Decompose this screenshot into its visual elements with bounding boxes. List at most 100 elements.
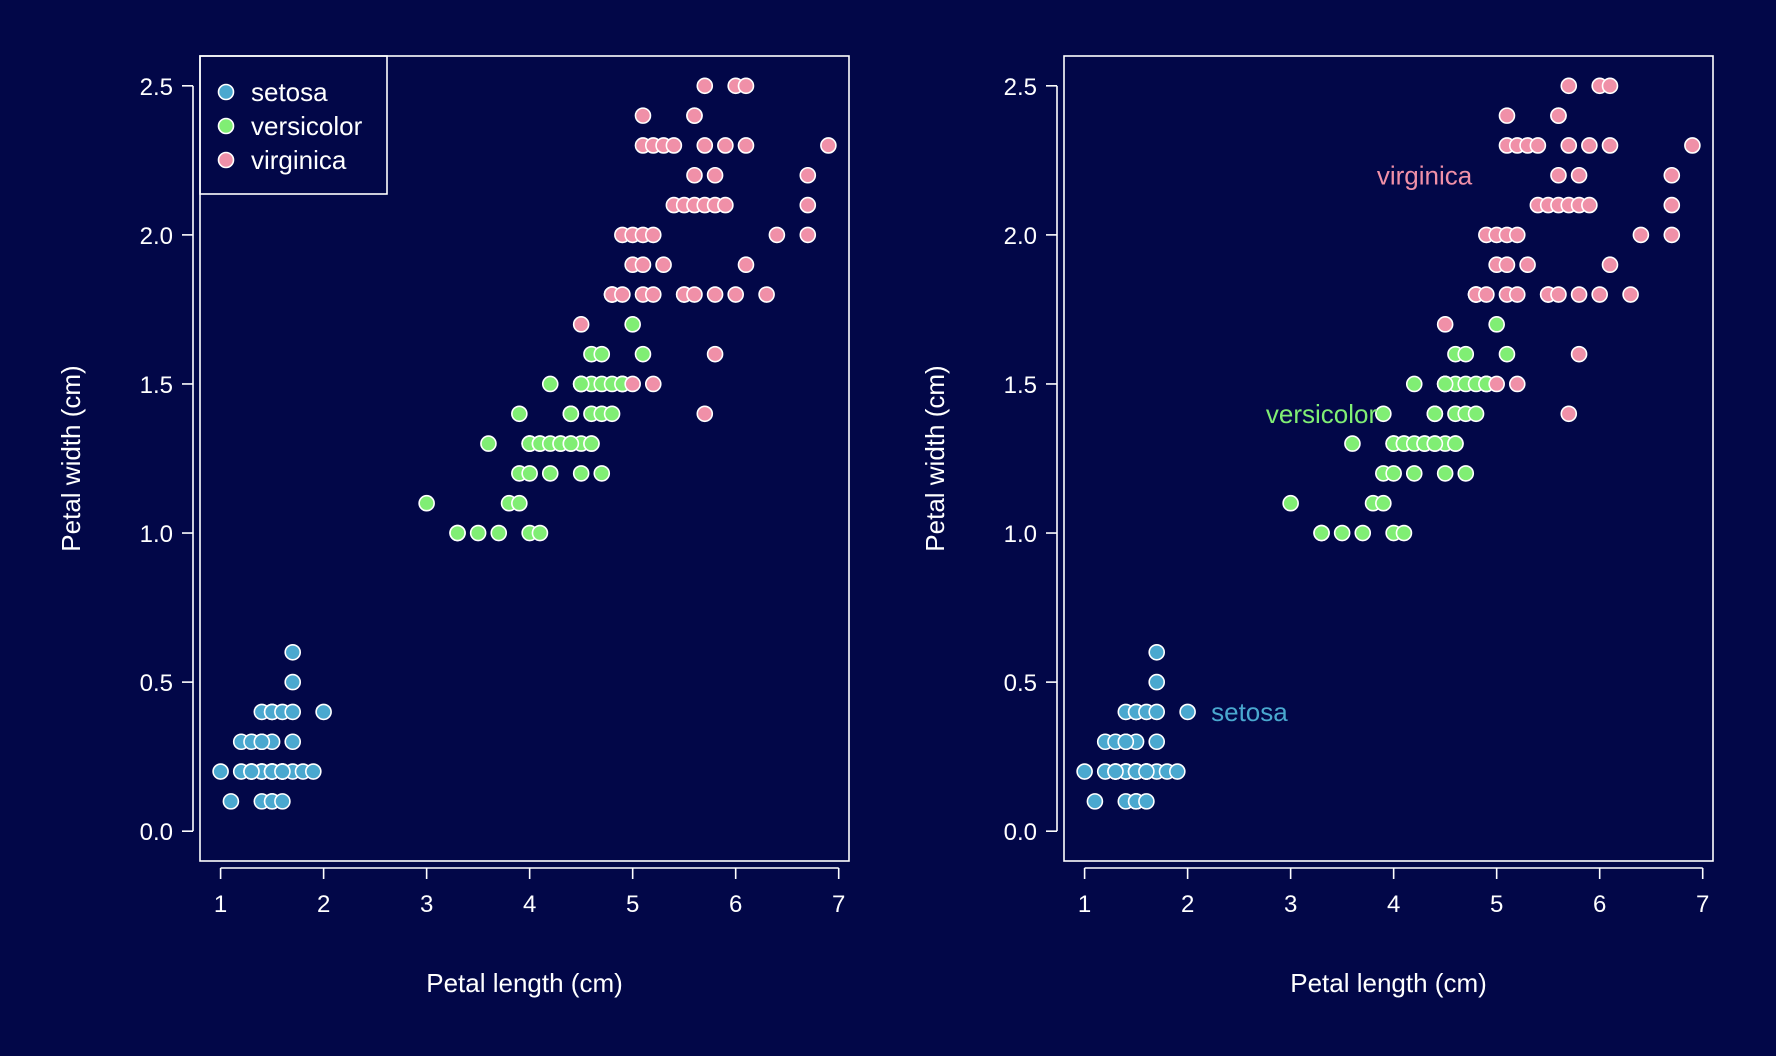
data-point-versicolor [511, 494, 528, 512]
data-point-virginica [696, 137, 714, 154]
y-tick-label: 1.0 [140, 521, 173, 548]
legend-marker-virginica [217, 151, 235, 169]
legend-label-virginica: virginica [251, 145, 347, 175]
data-point-virginica [1663, 166, 1681, 184]
data-point-virginica [1508, 286, 1526, 303]
data-point-virginica [1560, 137, 1578, 154]
data-point-virginica [644, 286, 662, 303]
legend-label-setosa: setosa [251, 77, 328, 107]
data-point-setosa [1148, 733, 1166, 751]
data-point-setosa [1148, 703, 1166, 721]
x-tick-label: 6 [729, 891, 742, 918]
series-virginica [572, 77, 837, 423]
x-tick-label: 6 [1593, 891, 1606, 918]
data-point-setosa [1138, 763, 1155, 780]
y-tick-label: 0.0 [1004, 819, 1037, 846]
data-point-versicolor [1375, 494, 1392, 512]
data-point-versicolor [541, 375, 559, 393]
data-point-versicolor [1385, 465, 1402, 482]
data-point-virginica [686, 166, 703, 184]
x-tick-label: 7 [1696, 891, 1709, 918]
data-point-versicolor [572, 465, 590, 482]
data-point-setosa [284, 703, 302, 721]
data-point-virginica [706, 286, 724, 303]
y-axis-title: Petal width (cm) [920, 365, 950, 551]
x-tick-label: 2 [1181, 891, 1194, 918]
x-tick-label: 2 [317, 891, 330, 918]
data-point-versicolor [1405, 375, 1423, 393]
data-point-versicolor [624, 316, 641, 333]
data-point-setosa [253, 733, 271, 751]
data-point-virginica [1478, 286, 1495, 303]
data-point-virginica [799, 166, 817, 184]
data-point-versicolor [418, 494, 435, 512]
y-tick-label: 0.5 [140, 670, 173, 697]
data-point-versicolor [469, 524, 487, 542]
data-point-versicolor [572, 375, 590, 393]
x-tick-label: 5 [1490, 891, 1503, 918]
data-point-virginica [1508, 375, 1526, 393]
cluster-label-virginica: virginica [1377, 160, 1473, 190]
data-point-setosa [284, 643, 302, 661]
x-tick-label: 7 [832, 891, 845, 918]
data-point-virginica [1601, 77, 1619, 95]
data-point-virginica [1684, 137, 1701, 154]
data-point-versicolor [593, 465, 611, 482]
y-tick-label: 1.5 [140, 372, 173, 399]
data-point-setosa [212, 763, 229, 780]
series-versicolor [1282, 286, 1516, 542]
data-point-virginica [1581, 137, 1598, 154]
data-point-virginica [655, 256, 672, 274]
data-point-versicolor [521, 465, 538, 482]
x-tick-label: 3 [420, 891, 433, 918]
data-point-virginica [1519, 256, 1536, 274]
y-tick-label: 2.5 [1004, 74, 1037, 101]
data-point-virginica [1529, 137, 1547, 154]
data-point-virginica [1581, 196, 1598, 214]
data-point-virginica [820, 137, 837, 154]
data-point-versicolor [1395, 524, 1413, 542]
data-point-virginica [727, 286, 744, 303]
legend-marker-versicolor [217, 117, 235, 135]
scatter-panel-2: 1 2 3 4 5 6 7 0.0 0.5 1.0 1.5 2.0 2.5 Petal length (c… [920, 55, 1714, 998]
data-point-versicolor [531, 524, 549, 542]
data-point-versicolor [1354, 524, 1372, 542]
data-point-setosa [305, 763, 322, 780]
data-point-setosa [284, 673, 302, 691]
data-point-versicolor [603, 405, 621, 423]
data-point-virginica [1550, 286, 1567, 303]
data-point-virginica [1498, 107, 1516, 124]
x-tick-label: 3 [1284, 891, 1297, 918]
data-point-versicolor [1405, 465, 1423, 482]
data-point-virginica [737, 256, 755, 274]
data-point-versicolor [1426, 435, 1444, 452]
x-tick-label: 1 [214, 891, 227, 918]
data-point-virginica [768, 226, 786, 244]
data-point-virginica [572, 316, 590, 333]
legend-label-versicolor: versicolor [251, 111, 363, 141]
series-setosa [212, 643, 332, 810]
data-point-virginica [1622, 286, 1639, 303]
data-point-virginica [665, 137, 683, 154]
data-point-virginica [717, 137, 734, 154]
data-point-virginica [1601, 137, 1619, 154]
data-point-virginica [706, 166, 724, 184]
data-point-virginica [644, 226, 662, 244]
data-point-versicolor [1488, 316, 1505, 333]
data-point-virginica [717, 196, 734, 214]
y-tick-label: 2.0 [1004, 223, 1037, 250]
data-point-virginica [1663, 226, 1681, 244]
y-tick-label: 2.5 [140, 74, 173, 101]
y-tick-label: 1.0 [1004, 521, 1037, 548]
data-point-virginica [1570, 166, 1588, 184]
data-point-versicolor [1467, 405, 1485, 423]
data-point-setosa [1086, 793, 1104, 810]
data-point-virginica [686, 107, 703, 124]
data-point-setosa [274, 793, 291, 810]
cluster-label-setosa: setosa [1211, 697, 1288, 727]
data-point-setosa [222, 793, 240, 810]
legend-box [199, 55, 388, 195]
data-point-versicolor [1282, 494, 1299, 512]
data-point-setosa [1179, 703, 1196, 721]
y-tick-label: 2.0 [140, 223, 173, 250]
